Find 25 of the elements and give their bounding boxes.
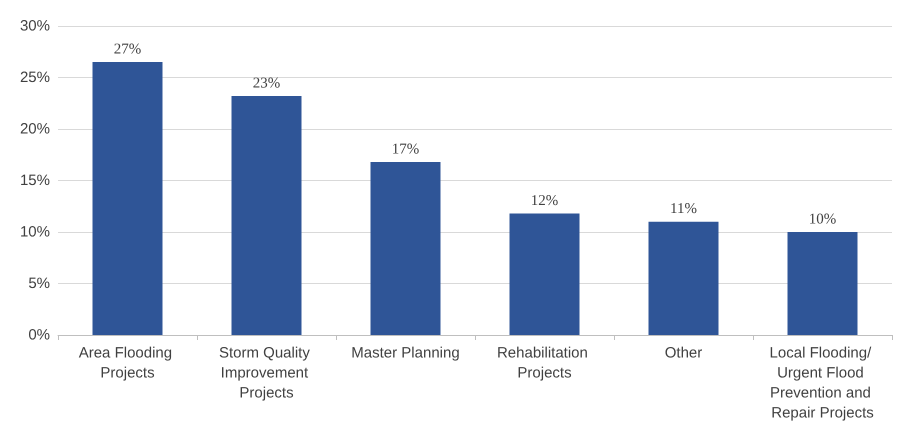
x-tick-label: Area Flooding Projects [78, 344, 176, 382]
x-tick-label: Rehabilitation Projects [496, 344, 592, 382]
y-tick-label: 15% [20, 172, 50, 189]
y-tick-label: 10% [20, 224, 50, 240]
data-label: 23% [252, 76, 280, 92]
bar [92, 62, 162, 335]
data-label: 27% [114, 42, 142, 58]
x-tick-label: Master Planning [351, 344, 460, 362]
x-tick-label: Other [664, 344, 702, 362]
data-label: 11% [670, 201, 697, 218]
y-tick-label: 30% [20, 18, 50, 34]
x-tick-label: Local Flooding/ Urgent Flood Prevention and Repair Projects [770, 344, 876, 422]
x-tick-label: Storm Quality Improvement Projects [218, 344, 314, 402]
y-tick-label: 25% [20, 69, 50, 86]
bar [510, 213, 580, 335]
data-label: 10% [808, 212, 836, 228]
data-label: 17% [392, 141, 420, 158]
bar [648, 222, 718, 335]
bar [232, 96, 302, 335]
y-tick-label: 5% [28, 275, 50, 292]
bar [370, 162, 440, 335]
y-tick-label: 0% [28, 326, 50, 344]
bar [788, 232, 858, 335]
data-label: 12% [530, 192, 558, 209]
y-tick-label: 20% [20, 120, 50, 138]
